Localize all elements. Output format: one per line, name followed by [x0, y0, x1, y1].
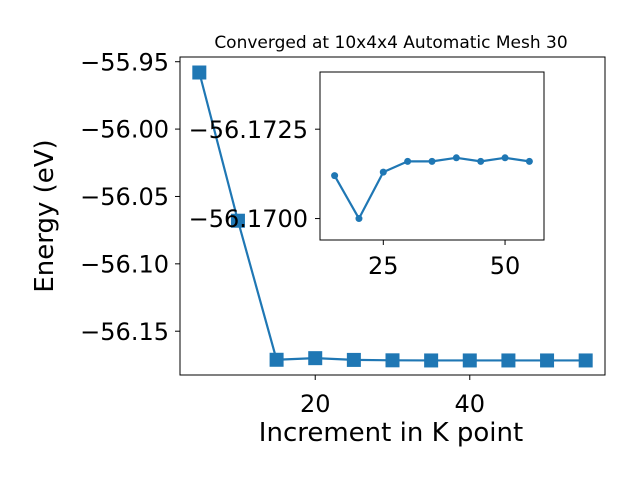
inset-data-point [452, 154, 460, 162]
inset-y-tick-label: −56.1700 [189, 205, 308, 233]
inset-data-point [355, 215, 363, 223]
main-data-point [385, 353, 400, 368]
inset-series-layer [331, 154, 533, 223]
main-plot-frame [179, 56, 606, 376]
inset-data-point [501, 154, 509, 162]
main-plot: Converged at 10x4x4 Automatic Mesh 30 In… [30, 33, 606, 448]
inset-data-point [525, 157, 533, 165]
main-y-tick-label: −56.10 [80, 250, 169, 278]
inset-data-point [477, 157, 485, 165]
main-y-tick-label: −56.05 [80, 183, 169, 211]
main-data-point [308, 351, 323, 366]
main-data-point [462, 353, 477, 368]
main-data-point [424, 353, 439, 368]
main-data-point [578, 353, 593, 368]
inset-x-tick-label: 25 [368, 252, 399, 280]
main-data-point [501, 353, 516, 368]
main-x-tick-label: 40 [454, 390, 485, 418]
main-data-point [269, 352, 284, 367]
inset-data-point [379, 168, 387, 176]
inset-plot: 25 50 −56.1725 −56.1700 [189, 71, 545, 280]
inset-background [320, 72, 544, 240]
x-axis-label: Increment in K point [259, 418, 523, 448]
inset-plot-frame [319, 71, 545, 241]
main-y-tick-label: −56.00 [80, 116, 169, 144]
main-ticks-layer: 20 40 −55.95 −56.00 −56.05 −56.10 −56.15 [80, 48, 485, 418]
inset-y-tick-label: −56.1725 [189, 116, 308, 144]
main-y-tick-label: −55.95 [80, 48, 169, 76]
inset-data-point [428, 157, 436, 165]
y-axis-label: Energy (eV) [30, 139, 60, 292]
main-data-point [230, 213, 245, 228]
main-title: Converged at 10x4x4 Automatic Mesh 30 [214, 33, 567, 53]
main-data-point [540, 353, 555, 368]
inset-ticks-layer: 25 50 −56.1725 −56.1700 [189, 116, 521, 280]
main-data-point [346, 352, 361, 367]
inset-data-point [331, 172, 339, 180]
main-x-tick-label: 20 [300, 390, 331, 418]
inset-data-point [404, 157, 412, 165]
inset-x-tick-label: 50 [490, 252, 521, 280]
main-data-point [192, 65, 207, 80]
main-series-layer [192, 65, 593, 368]
main-y-tick-label: −56.15 [80, 318, 169, 346]
